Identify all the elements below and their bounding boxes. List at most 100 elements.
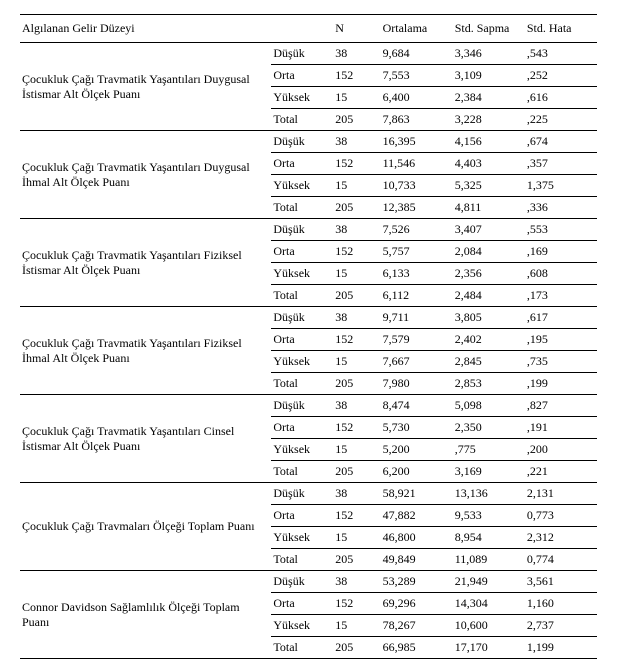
col-header-n: N bbox=[333, 15, 380, 43]
cell-mean: 69,296 bbox=[381, 593, 453, 615]
cell-mean: 12,385 bbox=[381, 197, 453, 219]
cell-level: Total bbox=[271, 197, 333, 219]
cell-n: 152 bbox=[333, 417, 380, 439]
cell-level: Orta bbox=[271, 417, 333, 439]
cell-n: 15 bbox=[333, 615, 380, 637]
cell-n: 152 bbox=[333, 241, 380, 263]
cell-sd: 17,170 bbox=[453, 637, 525, 659]
cell-se: ,617 bbox=[525, 307, 597, 329]
cell-se: ,608 bbox=[525, 263, 597, 285]
cell-level: Yüksek bbox=[271, 175, 333, 197]
group-label: Çocukluk Çağı Travmatik Yaşantıları Fizi… bbox=[20, 307, 271, 395]
cell-sd: 3,407 bbox=[453, 219, 525, 241]
cell-sd: 5,098 bbox=[453, 395, 525, 417]
cell-n: 38 bbox=[333, 307, 380, 329]
cell-level: Düşük bbox=[271, 571, 333, 593]
group-label: Connor Davidson Sağlamlılık Ölçeği Topla… bbox=[20, 571, 271, 659]
cell-n: 15 bbox=[333, 263, 380, 285]
cell-level: Düşük bbox=[271, 43, 333, 65]
cell-sd: 2,350 bbox=[453, 417, 525, 439]
cell-sd: 2,384 bbox=[453, 87, 525, 109]
cell-se: ,195 bbox=[525, 329, 597, 351]
cell-se: ,199 bbox=[525, 373, 597, 395]
col-header-se: Std. Hata bbox=[525, 15, 597, 43]
cell-n: 152 bbox=[333, 153, 380, 175]
table-row: Connor Davidson Sağlamlılık Ölçeği Topla… bbox=[20, 571, 597, 593]
cell-n: 38 bbox=[333, 131, 380, 153]
cell-mean: 11,546 bbox=[381, 153, 453, 175]
cell-sd: 14,304 bbox=[453, 593, 525, 615]
cell-n: 205 bbox=[333, 109, 380, 131]
cell-level: Orta bbox=[271, 593, 333, 615]
cell-n: 152 bbox=[333, 329, 380, 351]
cell-sd: 2,845 bbox=[453, 351, 525, 373]
cell-n: 205 bbox=[333, 197, 380, 219]
cell-mean: 9,711 bbox=[381, 307, 453, 329]
cell-se: ,827 bbox=[525, 395, 597, 417]
cell-n: 38 bbox=[333, 43, 380, 65]
stats-table: Algılanan Gelir Düzeyi N Ortalama Std. S… bbox=[20, 14, 597, 659]
cell-mean: 5,730 bbox=[381, 417, 453, 439]
cell-se: 0,774 bbox=[525, 549, 597, 571]
cell-mean: 7,579 bbox=[381, 329, 453, 351]
table-row: Çocukluk Çağı Travmaları Ölçeği Toplam P… bbox=[20, 483, 597, 505]
group-label: Çocukluk Çağı Travmatik Yaşantıları Duyg… bbox=[20, 43, 271, 131]
cell-n: 205 bbox=[333, 461, 380, 483]
table-row: Çocukluk Çağı Travmatik Yaşantıları Fizi… bbox=[20, 307, 597, 329]
cell-se: ,200 bbox=[525, 439, 597, 461]
cell-n: 205 bbox=[333, 637, 380, 659]
cell-level: Yüksek bbox=[271, 87, 333, 109]
cell-sd: 10,600 bbox=[453, 615, 525, 637]
cell-n: 15 bbox=[333, 87, 380, 109]
cell-mean: 66,985 bbox=[381, 637, 453, 659]
cell-n: 15 bbox=[333, 351, 380, 373]
cell-sd: 11,089 bbox=[453, 549, 525, 571]
cell-mean: 5,757 bbox=[381, 241, 453, 263]
cell-mean: 49,849 bbox=[381, 549, 453, 571]
cell-se: 2,737 bbox=[525, 615, 597, 637]
cell-mean: 7,667 bbox=[381, 351, 453, 373]
cell-se: ,735 bbox=[525, 351, 597, 373]
col-header-sd: Std. Sapma bbox=[453, 15, 525, 43]
cell-sd: 3,228 bbox=[453, 109, 525, 131]
cell-mean: 8,474 bbox=[381, 395, 453, 417]
cell-mean: 7,553 bbox=[381, 65, 453, 87]
cell-n: 38 bbox=[333, 395, 380, 417]
cell-level: Total bbox=[271, 285, 333, 307]
cell-se: ,553 bbox=[525, 219, 597, 241]
cell-mean: 5,200 bbox=[381, 439, 453, 461]
col-header-mean: Ortalama bbox=[381, 15, 453, 43]
cell-mean: 58,921 bbox=[381, 483, 453, 505]
cell-level: Yüksek bbox=[271, 351, 333, 373]
table-header: Algılanan Gelir Düzeyi N Ortalama Std. S… bbox=[20, 15, 597, 43]
cell-se: ,169 bbox=[525, 241, 597, 263]
cell-mean: 10,733 bbox=[381, 175, 453, 197]
cell-sd: 8,954 bbox=[453, 527, 525, 549]
cell-level: Total bbox=[271, 637, 333, 659]
cell-sd: 4,156 bbox=[453, 131, 525, 153]
cell-sd: 9,533 bbox=[453, 505, 525, 527]
cell-se: 1,375 bbox=[525, 175, 597, 197]
cell-mean: 6,133 bbox=[381, 263, 453, 285]
cell-level: Düşük bbox=[271, 131, 333, 153]
cell-level: Yüksek bbox=[271, 615, 333, 637]
table-body: Çocukluk Çağı Travmatik Yaşantıları Duyg… bbox=[20, 43, 597, 659]
cell-level: Total bbox=[271, 373, 333, 395]
cell-n: 15 bbox=[333, 439, 380, 461]
cell-sd: ,775 bbox=[453, 439, 525, 461]
cell-sd: 3,346 bbox=[453, 43, 525, 65]
cell-level: Düşük bbox=[271, 395, 333, 417]
cell-mean: 7,526 bbox=[381, 219, 453, 241]
table-row: Çocukluk Çağı Travmatik Yaşantıları Duyg… bbox=[20, 131, 597, 153]
cell-se: ,191 bbox=[525, 417, 597, 439]
cell-level: Yüksek bbox=[271, 263, 333, 285]
cell-level: Düşük bbox=[271, 483, 333, 505]
group-label: Çocukluk Çağı Travmatik Yaşantıları Cins… bbox=[20, 395, 271, 483]
group-label: Çocukluk Çağı Travmatik Yaşantıları Duyg… bbox=[20, 131, 271, 219]
cell-sd: 2,084 bbox=[453, 241, 525, 263]
cell-n: 152 bbox=[333, 505, 380, 527]
cell-n: 152 bbox=[333, 593, 380, 615]
cell-level: Yüksek bbox=[271, 527, 333, 549]
cell-sd: 2,402 bbox=[453, 329, 525, 351]
cell-sd: 5,325 bbox=[453, 175, 525, 197]
